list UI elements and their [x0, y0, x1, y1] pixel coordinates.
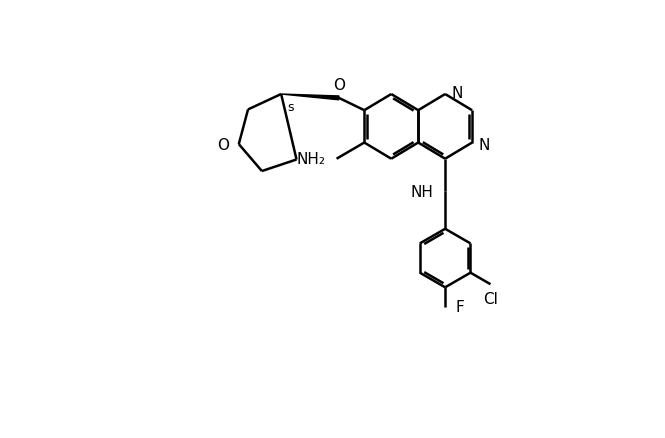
Text: N: N — [452, 86, 463, 101]
Polygon shape — [281, 95, 339, 101]
Text: NH₂: NH₂ — [296, 152, 325, 167]
Text: O: O — [333, 78, 345, 92]
Text: N: N — [478, 137, 489, 152]
Text: F: F — [455, 299, 464, 314]
Text: s: s — [287, 101, 294, 114]
Text: Cl: Cl — [483, 291, 498, 307]
Text: O: O — [217, 137, 229, 152]
Text: NH: NH — [411, 184, 434, 199]
